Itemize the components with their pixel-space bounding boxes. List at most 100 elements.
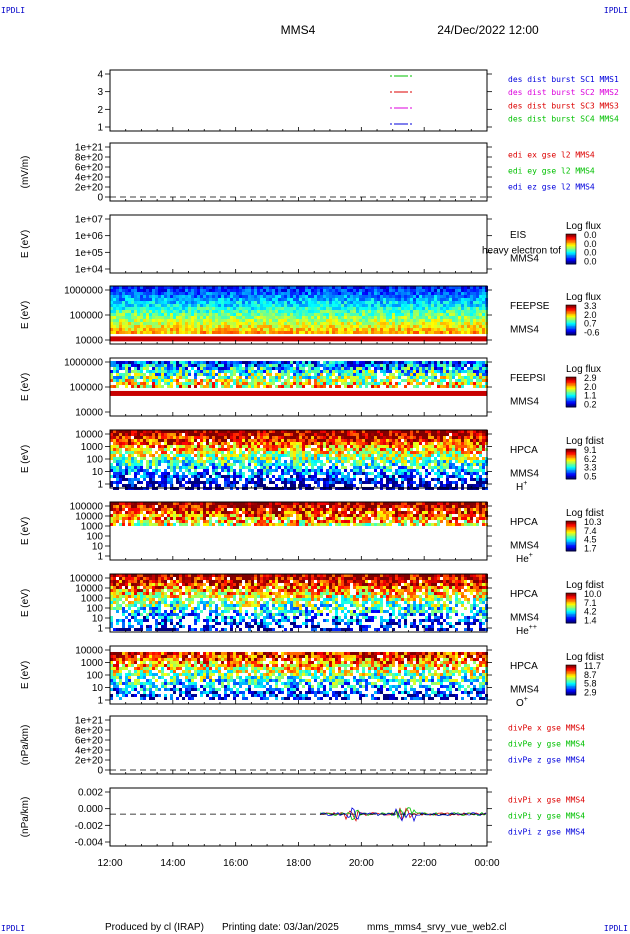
colorbar-tick-label: 0.0	[584, 248, 597, 258]
legend-entry: des dist burst SC3 MMS3	[508, 101, 619, 110]
colorbar-segment	[566, 252, 576, 254]
colorbar-title: Log flux	[566, 292, 601, 303]
y-tick-label: 1	[97, 123, 103, 134]
spacecraft-label: MMS4	[510, 324, 539, 335]
colorbar-segment	[566, 315, 576, 318]
y-tick-label: 10	[92, 614, 104, 625]
colorbar-segment	[566, 326, 576, 328]
colorbar-segment	[566, 392, 576, 394]
y-tick-label: 10	[92, 683, 104, 694]
colorbar-tick-label: 2.0	[584, 382, 597, 392]
colorbar-segment	[566, 456, 576, 459]
y-tick-label: 100000	[70, 383, 104, 394]
colorbar-segment	[566, 686, 576, 688]
colorbar-segment	[566, 396, 576, 399]
extra-label: heavy electron tof	[482, 245, 561, 256]
colorbar-tick-label: 0.2	[584, 399, 597, 409]
colorbar-tick-label: 1.4	[584, 615, 597, 625]
colorbar-segment	[566, 602, 576, 604]
colorbar-segment	[566, 314, 576, 316]
colorbar-tick-label: -0.6	[584, 327, 600, 337]
instrument-label: HPCA	[510, 589, 538, 600]
colorbar-tick-label: 9.1	[584, 445, 597, 455]
colorbar-segment	[566, 533, 576, 535]
colorbar-segment	[566, 309, 576, 312]
colorbar-segment	[566, 246, 576, 248]
colorbar-segment	[566, 398, 576, 400]
colorbar-segment	[566, 666, 576, 669]
colorbar-segment	[566, 378, 576, 381]
colorbar-segment	[566, 247, 576, 250]
panel-feepsi: 1000000 100000 10000 E (eV) FEEPSI MMS4 Log fl…	[20, 357, 601, 419]
colorbar-segment	[566, 692, 576, 694]
footer-printing-date: Printing date: 03/Jan/2025	[222, 922, 339, 933]
panel-frame	[109, 214, 488, 274]
colorbar-segment	[566, 318, 576, 321]
colorbar-tick-label: 10.3	[584, 517, 602, 527]
y-tick-label: 1e+21	[75, 716, 104, 727]
colorbar-segment	[566, 465, 576, 468]
colorbar-frame	[565, 233, 577, 265]
colorbar-segment	[566, 618, 576, 621]
colorbar-segment	[566, 405, 576, 408]
colorbar-segment	[566, 680, 576, 682]
y-tick-label: 100000	[70, 311, 104, 322]
colorbar-segment	[566, 305, 576, 307]
y-tick-label: 8e+20	[75, 153, 104, 164]
colorbar-segment	[566, 539, 576, 541]
y-tick-label: 1e+07	[75, 215, 104, 226]
colorbar-segment	[566, 530, 576, 532]
colorbar-segment	[566, 545, 576, 547]
legend-entry: edi ez gse l2 MMS4	[508, 183, 595, 192]
colorbar-title: Log fdist	[566, 436, 604, 447]
species-label: He++	[516, 624, 537, 637]
colorbar-segment	[566, 464, 576, 466]
colorbar-tick-label: 0.5	[584, 471, 597, 481]
colorbar-segment	[566, 615, 576, 618]
x-tick-label: 00:00	[474, 858, 499, 869]
colorbar-segment	[566, 684, 576, 687]
y-tick-label: 4e+20	[75, 746, 104, 757]
instrument-label: FEEPSI	[510, 373, 546, 384]
y-tick-label: 2	[97, 105, 103, 116]
colorbar-segment	[566, 522, 576, 525]
colorbar-tick-label: 11.7	[584, 661, 601, 671]
y-axis-label: E (eV)	[20, 373, 31, 401]
colorbar-tick-label: 5.8	[584, 679, 597, 689]
legend-entry: des dist burst SC1 MMS1	[508, 75, 619, 84]
colorbar-segment	[566, 452, 576, 454]
instrument-label: HPCA	[510, 445, 538, 456]
y-tick-label: 100	[86, 532, 103, 543]
colorbar-tick-label: 3.3	[584, 301, 597, 311]
y-tick-label: 10000	[75, 512, 103, 523]
colorbar-segment	[566, 674, 576, 676]
colorbar-segment	[566, 259, 576, 262]
species-label: O+	[516, 696, 528, 709]
legend-entry: divPi y gse MMS4	[508, 812, 585, 821]
colorbar-segment	[566, 612, 576, 615]
legend-entry: divPe z gse MMS4	[508, 756, 585, 765]
y-axis-label: E (eV)	[20, 301, 31, 329]
footer-script-name: mms_mms4_srvy_vue_web2.cl	[367, 922, 507, 933]
colorbar-segment	[566, 329, 576, 331]
instrument-label: HPCA	[510, 517, 538, 528]
y-tick-label: 1000	[81, 658, 104, 669]
colorbar-segment	[566, 262, 576, 265]
colorbar-segment	[566, 306, 576, 309]
y-tick-label: 1000	[81, 594, 104, 605]
colorbar-segment	[566, 683, 576, 685]
divpi-series-line	[319, 807, 487, 823]
y-tick-label: 0.000	[78, 804, 103, 815]
y-axis-label: E (eV)	[20, 589, 31, 617]
colorbar-segment	[566, 253, 576, 256]
colorbar-segment	[566, 399, 576, 402]
y-axis-label: (mV/m)	[20, 156, 31, 189]
colorbar-segment	[566, 689, 576, 691]
panel-feepse: 1000000 100000 10000 E (eV) FEEPSE MMS4 Log fl…	[20, 285, 601, 347]
colorbar-tick-label: 8.7	[584, 670, 597, 680]
y-tick-label: 1e+04	[75, 265, 104, 276]
colorbar-frame	[565, 592, 577, 624]
colorbar-segment	[566, 240, 576, 242]
colorbar-tick-label: 6.2	[584, 454, 597, 464]
